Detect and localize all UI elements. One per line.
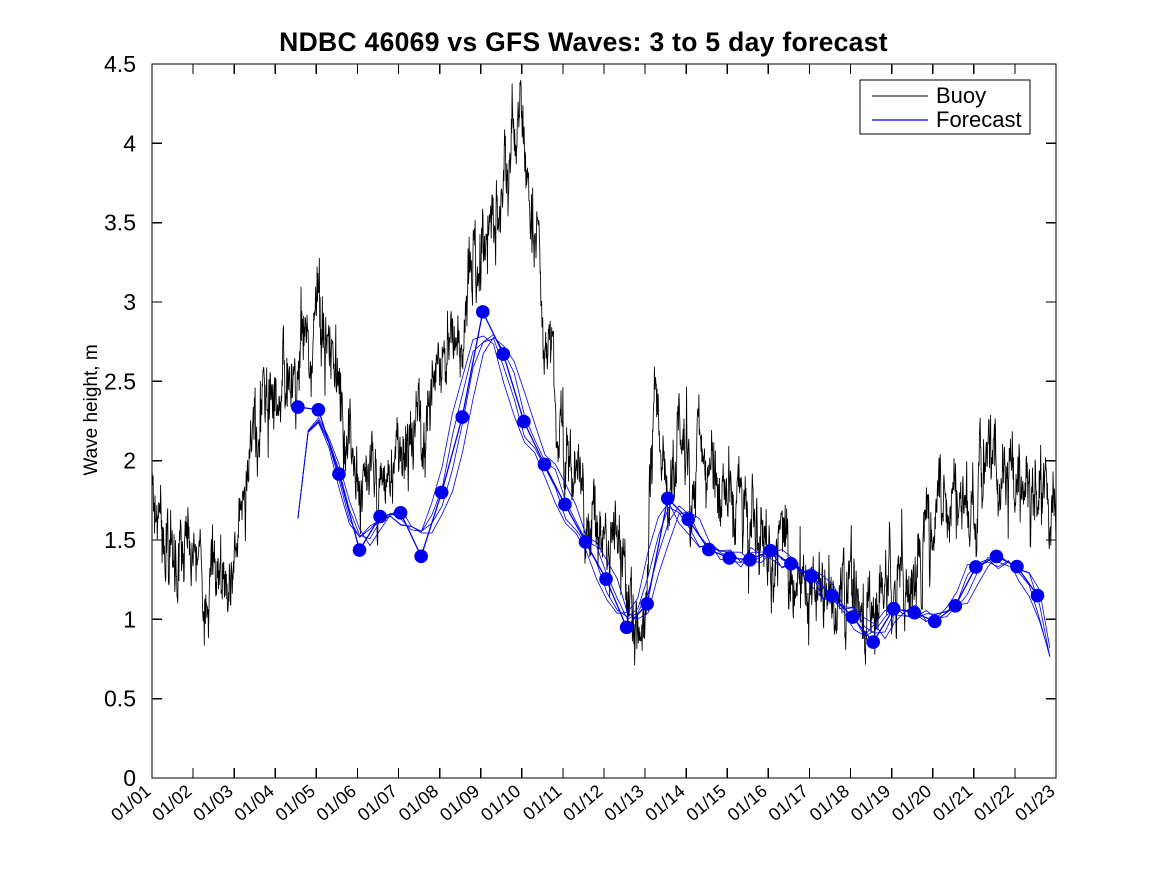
svg-text:01/21: 01/21 <box>929 781 976 825</box>
svg-text:01/23: 01/23 <box>1011 781 1058 825</box>
svg-text:01/02: 01/02 <box>148 781 195 825</box>
svg-text:01/14: 01/14 <box>641 781 688 825</box>
svg-text:3.5: 3.5 <box>104 210 136 236</box>
svg-text:1.5: 1.5 <box>104 527 136 553</box>
svg-text:2.5: 2.5 <box>104 368 136 394</box>
svg-text:0.5: 0.5 <box>104 686 136 712</box>
svg-text:Buoy: Buoy <box>936 83 986 108</box>
svg-text:01/09: 01/09 <box>436 781 483 825</box>
svg-text:4: 4 <box>123 130 136 156</box>
svg-text:Forecast: Forecast <box>936 107 1022 132</box>
svg-text:01/10: 01/10 <box>477 781 524 825</box>
svg-text:2: 2 <box>123 448 136 474</box>
svg-text:01/06: 01/06 <box>313 781 360 825</box>
svg-text:01/08: 01/08 <box>395 781 442 825</box>
svg-text:01/12: 01/12 <box>559 781 606 825</box>
svg-text:01/03: 01/03 <box>189 781 236 825</box>
svg-text:01/16: 01/16 <box>724 781 771 825</box>
svg-text:01/04: 01/04 <box>230 781 277 825</box>
svg-text:01/13: 01/13 <box>600 781 647 825</box>
svg-text:01/17: 01/17 <box>765 781 812 825</box>
svg-text:01/22: 01/22 <box>970 781 1017 825</box>
svg-text:01/15: 01/15 <box>682 781 729 825</box>
svg-text:1: 1 <box>123 606 136 632</box>
svg-text:01/07: 01/07 <box>354 781 401 825</box>
svg-text:4.5: 4.5 <box>104 51 136 77</box>
svg-text:01/19: 01/19 <box>847 781 894 825</box>
svg-text:01/18: 01/18 <box>806 781 853 825</box>
svg-text:01/20: 01/20 <box>888 781 935 825</box>
svg-text:3: 3 <box>123 289 136 315</box>
svg-text:01/05: 01/05 <box>272 781 319 825</box>
svg-text:01/11: 01/11 <box>519 781 565 824</box>
